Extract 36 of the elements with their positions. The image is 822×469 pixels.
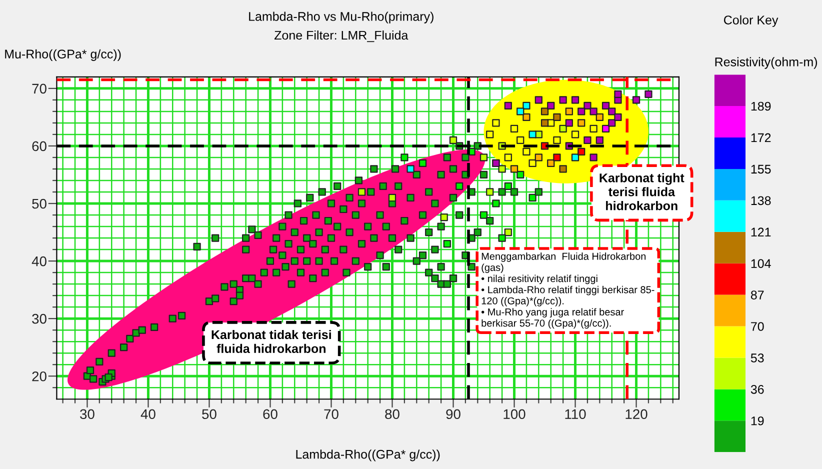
x-tick-label: 60 bbox=[263, 409, 278, 420]
chart-title: Lambda-Rho vs Mu-Rho(primary) bbox=[249, 12, 434, 24]
y-tick-label: 60 bbox=[32, 141, 46, 152]
x-tick-label: 90 bbox=[446, 409, 460, 420]
y-tick-label: 30 bbox=[32, 314, 46, 324]
x-tick-label: 30 bbox=[80, 409, 94, 420]
x-tick-label: 50 bbox=[202, 409, 216, 420]
y-axis-title: Mu-Rho((GPa* g/cc)) bbox=[5, 49, 121, 61]
annotation: Karbonat tight terisi fluida hidrokarbon bbox=[600, 173, 684, 210]
color-bar-label: 172 bbox=[751, 133, 771, 142]
color-bar-label: 121 bbox=[751, 228, 771, 236]
x-tick-label: 70 bbox=[324, 409, 338, 420]
x-tick-label: 80 bbox=[385, 409, 400, 420]
color-bar-label: 104 bbox=[751, 259, 771, 268]
color-bar-title: Resistivity(ohm-m) bbox=[715, 57, 818, 69]
color-bar-label: 19 bbox=[751, 416, 764, 426]
x-tick-label: 40 bbox=[140, 409, 156, 420]
text: Menggambarkan Fluida Hidrokarbon (gas) • nilai resitivity relatif tinggi • Lambda-Rho relatif tinggi berkisar 85- 120 ((Gpa)*(g/cc)). • Mu-Rho yang juga relatif besar berkisar 55-70 ((Gpa)*(g/cc)). bbox=[481, 252, 654, 329]
x-tick-label: 110 bbox=[565, 409, 586, 420]
x-tick-label: 120 bbox=[626, 409, 648, 420]
color-bar-label: 70 bbox=[751, 322, 764, 331]
y-tick-label: 20 bbox=[32, 371, 46, 382]
y-tick-label: 40 bbox=[32, 256, 46, 266]
color-bar-label: 138 bbox=[751, 196, 771, 206]
y-tick-label: 50 bbox=[32, 198, 46, 209]
y-tick-label: 70 bbox=[32, 84, 46, 94]
x-axis-title: Lambda-Rho((GPa* g/cc)) bbox=[296, 450, 440, 462]
color-bar-label: 189 bbox=[751, 102, 771, 111]
legend-title: Color Key bbox=[724, 15, 778, 27]
color-bar-label: 53 bbox=[750, 354, 764, 362]
color-bar-label: 87 bbox=[750, 290, 764, 300]
x-tick-label: 100 bbox=[504, 409, 526, 420]
color-bar-label: 36 bbox=[750, 384, 764, 394]
annotation: Karbonat tidak terisi fluida hidrokarbon bbox=[212, 330, 331, 354]
color-bar-label: 155 bbox=[751, 164, 771, 174]
chart-subtitle: Zone Filter: LMR_Fluida bbox=[274, 30, 408, 42]
